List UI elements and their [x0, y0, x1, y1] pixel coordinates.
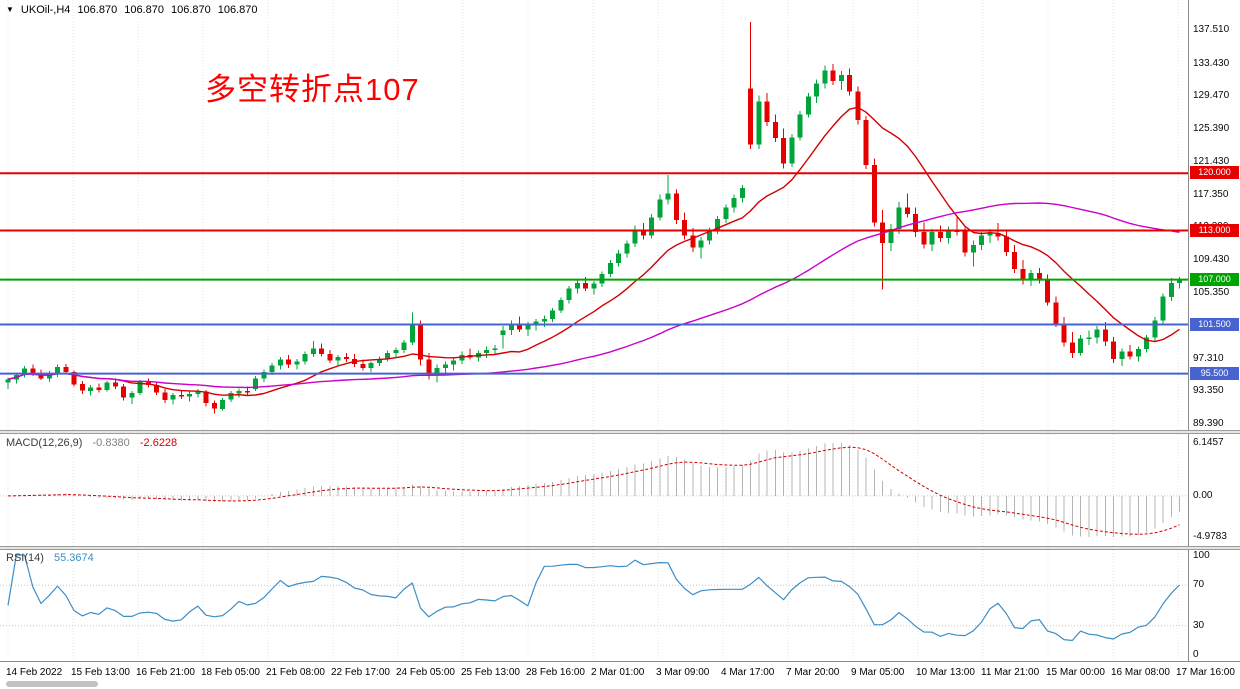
- time-axis-label: 4 Mar 17:00: [721, 667, 775, 678]
- macd-axis-label: 0.00: [1193, 490, 1213, 501]
- macd-value-main: -0.8380: [92, 437, 130, 449]
- macd-signal-line: [7, 446, 1180, 535]
- time-axis-label: 16 Mar 08:00: [1111, 667, 1170, 678]
- macd-canvas[interactable]: [0, 434, 1188, 546]
- time-axis-label: 24 Feb 05:00: [396, 667, 455, 678]
- price-line-tag: 101.500: [1190, 318, 1239, 331]
- pane-splitter-rsi[interactable]: [0, 546, 1240, 550]
- rsi-axis-label: 0: [1193, 649, 1199, 660]
- time-axis-label: 16 Feb 21:00: [136, 667, 195, 678]
- price-axis-label: 133.430: [1193, 58, 1230, 69]
- symbol-timeframe-label: UKOil-,H4: [20, 4, 71, 16]
- ma-fast-line: [7, 106, 1180, 397]
- chart-scrollbar-thumb[interactable]: [6, 681, 98, 687]
- price-pane: ▼ UKOil-,H4 106.870 106.870 106.870 106.…: [0, 0, 1188, 430]
- macd-axis-label: -4.9783: [1193, 531, 1227, 542]
- ma-slow-line: [7, 202, 1180, 389]
- rsi-pane: RSI(14) 55.3674: [0, 550, 1240, 661]
- price-axis-label: 89.390: [1193, 418, 1224, 429]
- time-axis-label: 3 Mar 09:00: [656, 667, 710, 678]
- time-axis-label: 14 Feb 2022: [6, 667, 63, 678]
- time-axis-label: 11 Mar 21:00: [981, 667, 1040, 678]
- price-axis-label: 121.430: [1193, 156, 1230, 167]
- low-value: 106.870: [170, 4, 211, 16]
- macd-indicator-label: MACD(12,26,9): [6, 437, 83, 449]
- macd-title-row: MACD(12,26,9) -0.8380 -2.6228: [6, 437, 177, 449]
- rsi-canvas[interactable]: [0, 550, 1188, 661]
- price-line-tag: 95.500: [1190, 367, 1239, 380]
- high-value: 106.870: [124, 4, 164, 16]
- time-axis-label: 15 Feb 13:00: [71, 667, 130, 678]
- price-axis-label: 105.350: [1193, 287, 1230, 298]
- time-axis-label: 15 Mar 00:00: [1046, 667, 1105, 678]
- macd-histogram: [15, 443, 1180, 537]
- expander-icon[interactable]: ▼: [6, 5, 14, 14]
- time-axis-label: 22 Feb 17:00: [331, 667, 390, 678]
- price-axis-label: 125.390: [1193, 123, 1230, 134]
- price-axis[interactable]: 137.510 133.430 129.470 125.390 121.430 117.3…: [1188, 0, 1240, 662]
- time-axis-label: 17 Mar 16:00: [1176, 667, 1235, 678]
- price-axis-label: 109.430: [1193, 254, 1230, 265]
- rsi-value: 55.3674: [53, 552, 94, 564]
- open-value: 106.870: [77, 4, 118, 16]
- rsi-axis-label: 100: [1193, 550, 1210, 561]
- rsi-axis-label: 30: [1193, 620, 1205, 631]
- macd-axis-label: 6.1457: [1193, 437, 1224, 448]
- time-axis-label: 28 Feb 16:00: [526, 667, 585, 678]
- time-axis-label: 21 Feb 08:00: [266, 667, 325, 678]
- time-axis-label: 10 Mar 13:00: [916, 667, 975, 678]
- price-chart-canvas[interactable]: [0, 0, 1188, 430]
- rsi-title-row: RSI(14) 55.3674: [6, 552, 94, 564]
- time-axis-label: 25 Feb 13:00: [461, 667, 520, 678]
- price-axis-label: 117.350: [1193, 189, 1229, 200]
- price-axis-label: 137.510: [1193, 24, 1230, 35]
- price-axis-label: 93.350: [1193, 385, 1224, 396]
- rsi-indicator-label: RSI(14): [6, 552, 44, 564]
- time-axis-label: 18 Feb 05:00: [201, 667, 260, 678]
- macd-gridlines: [7, 434, 1179, 546]
- pane-splitter-macd[interactable]: [0, 430, 1240, 434]
- time-axis-separator: [0, 661, 1240, 662]
- time-axis[interactable]: 14 Feb 2022 15 Feb 13:00 16 Feb 21:00 18 Fe…: [0, 662, 1240, 689]
- macd-value-signal: -2.6228: [139, 437, 178, 449]
- rsi-line: [7, 554, 1180, 642]
- time-axis-label: 9 Mar 05:00: [851, 667, 905, 678]
- time-axis-label: 7 Mar 20:00: [786, 667, 840, 678]
- time-axis-label: 2 Mar 01:00: [591, 667, 645, 678]
- rsi-gridlines: [7, 550, 1179, 661]
- main-gridlines: [7, 0, 1179, 430]
- price-line-tag: 107.000: [1190, 273, 1239, 286]
- price-axis-label: 129.470: [1193, 90, 1230, 101]
- price-line-tag: 113.000: [1190, 224, 1239, 237]
- price-line-tag: 120.000: [1190, 166, 1239, 179]
- close-value: 106.870: [217, 4, 258, 16]
- chart-header: ▼ UKOil-,H4 106.870 106.870 106.870 106.…: [6, 4, 258, 16]
- rsi-axis-label: 70: [1193, 579, 1205, 590]
- macd-pane: MACD(12,26,9) -0.8380 -2.6228: [0, 434, 1240, 546]
- price-axis-label: 97.310: [1193, 353, 1224, 364]
- candles-layer: [5, 22, 1182, 414]
- chart-annotation-text[interactable]: 多空转折点107: [205, 72, 420, 107]
